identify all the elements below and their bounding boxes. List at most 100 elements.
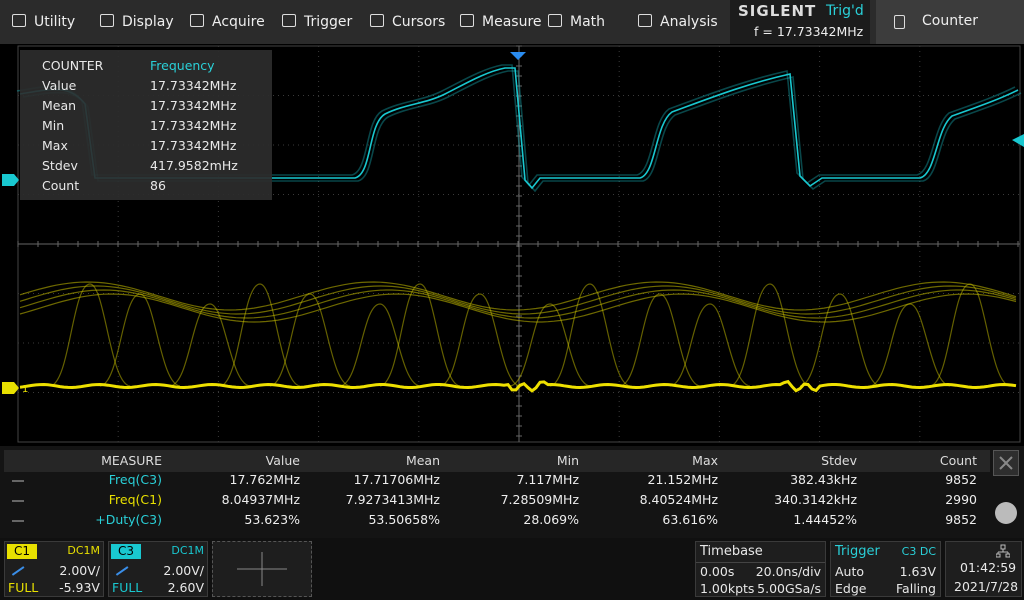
timebase-delay: 0.00s <box>700 564 735 579</box>
status-block: SIGLENT Trig'd f = 17.73342MHz <box>730 0 870 44</box>
measure-name: Freq(C3) <box>108 472 162 487</box>
menu-item[interactable]: Acquire <box>190 0 265 44</box>
c1-envelope <box>19 281 1017 311</box>
measure-value: 21.152MHz <box>647 472 718 487</box>
counter-value: 17.73342MHz <box>150 78 237 93</box>
close-icon <box>999 456 1013 470</box>
menu-item[interactable]: Trigger <box>282 0 352 44</box>
c3-waveform <box>16 64 1016 187</box>
timebase-scale: 20.0ns/div <box>755 564 821 579</box>
c1-baseline <box>19 379 1017 393</box>
counter-label: Max <box>42 138 68 153</box>
c1-envelope <box>19 289 1017 319</box>
add-icon <box>237 552 287 586</box>
channel-name: C1 <box>7 544 37 559</box>
measure-value: 53.50658% <box>368 512 440 527</box>
c1-pulse <box>439 293 521 387</box>
network-icon <box>996 544 1010 558</box>
c1-pulse <box>269 293 351 387</box>
c1-marker-label: 1 <box>22 384 28 395</box>
add-channel[interactable] <box>212 541 312 597</box>
c1-marker <box>2 382 19 394</box>
trigger-type: Edge <box>835 581 867 596</box>
measure-value: 382.43kHz <box>790 472 857 487</box>
menu-item[interactable]: Cursors <box>370 0 445 44</box>
channel-box[interactable]: C3 DC1M 2.00V/FULL 2.60V <box>108 541 208 597</box>
measure-header <box>4 450 990 472</box>
row-icon <box>12 520 24 522</box>
trigger-level: 1.63V <box>899 564 936 579</box>
measure-header-cell: Min <box>556 453 579 468</box>
trigger-title: Trigger <box>835 544 880 559</box>
counter-icon <box>894 15 905 29</box>
settings-button[interactable] <box>995 502 1017 524</box>
c1-pulse <box>169 303 251 387</box>
c1-pulse <box>509 303 591 387</box>
row-icon <box>12 500 24 502</box>
trigger-slope: Falling <box>896 581 936 596</box>
menu-item[interactable]: Utility <box>12 0 75 44</box>
timebase-rate: 5.00GSa/s <box>757 581 821 596</box>
measure-header-cell: Value <box>265 453 300 468</box>
counter-mode: Frequency <box>150 58 215 73</box>
channel-coupling: DC1M <box>67 544 100 557</box>
c1-pulse <box>669 303 751 387</box>
row-icon <box>12 480 24 482</box>
divider <box>696 562 825 563</box>
measure-header-cell: Count <box>939 453 977 468</box>
menu-item[interactable]: Analysis <box>638 0 718 44</box>
menu-item[interactable]: Measure <box>460 0 542 44</box>
probe-icon <box>11 566 25 576</box>
counter-value: 86 <box>150 178 166 193</box>
clock-time: 01:42:59 <box>960 560 1017 575</box>
measure-value: 340.3142kHz <box>774 492 857 507</box>
trigger-box[interactable]: Trigger C3 DC Auto 1.63V Edge Falling <box>830 541 941 597</box>
measure-value: 17.762MHz <box>229 472 300 487</box>
channel-coupling: DC1M <box>171 544 204 557</box>
measure-header-cell: MEASURE <box>101 453 162 468</box>
counter-label: Counter <box>922 13 978 29</box>
timebase-points: 1.00kpts <box>700 581 755 596</box>
measure-value: 1.44452% <box>793 512 857 527</box>
measure-value: 28.069% <box>523 512 579 527</box>
measure-header-cell: Stdev <box>821 453 857 468</box>
menu-bar: Utility Display Acquire Trigger Cursors Measu… <box>0 0 1024 44</box>
measure-value: 9852 <box>945 512 977 527</box>
c3-waveform <box>22 70 1022 193</box>
counter-button[interactable]: Counter <box>876 0 1024 44</box>
waveforms <box>16 64 1022 393</box>
c1-pulse <box>379 283 461 387</box>
c1-pulse <box>799 293 881 387</box>
c3-marker <box>2 174 19 186</box>
close-button[interactable] <box>993 450 1019 476</box>
measure-header-cell: Mean <box>405 453 440 468</box>
measure-value: 8.40524MHz <box>639 492 718 507</box>
counter-label: Count <box>42 178 80 193</box>
measure-name: +Duty(C3) <box>95 512 162 527</box>
menu-item[interactable]: Display <box>100 0 174 44</box>
measure-value: 17.71706MHz <box>353 472 440 487</box>
channel-name: C3 <box>111 544 141 559</box>
measure-value: 8.04937MHz <box>221 492 300 507</box>
channel-bandwidth: FULL <box>112 580 143 595</box>
trigger-position-marker <box>510 52 526 60</box>
probe-icon <box>115 566 129 576</box>
menu-item[interactable]: Math <box>548 0 605 44</box>
c1-pulse <box>929 283 1011 387</box>
c1-pulse <box>99 293 181 387</box>
c3-waveform <box>19 67 1019 190</box>
c1-pulse <box>729 283 811 387</box>
counter-label: Value <box>42 78 77 93</box>
channel-box[interactable]: C1 DC1M 2.00V/FULL -5.93V <box>4 541 104 597</box>
c1-pulse <box>339 303 421 387</box>
clock-date: 2021/7/28 <box>954 579 1019 594</box>
counter-value: 17.73342MHz <box>150 118 237 133</box>
measure-value: 63.616% <box>662 512 718 527</box>
c1-pulse <box>869 303 951 387</box>
channel-scale: 2.00V/ <box>163 563 204 578</box>
measure-value: 7.28509MHz <box>500 492 579 507</box>
timebase-box[interactable]: Timebase 0.00s 20.0ns/div 1.00kpts 5.00G… <box>695 541 826 597</box>
clock-box: 01:42:59 2021/7/28 <box>945 541 1022 597</box>
trigger-status: Trig'd <box>826 3 864 19</box>
counter-label: Mean <box>42 98 77 113</box>
